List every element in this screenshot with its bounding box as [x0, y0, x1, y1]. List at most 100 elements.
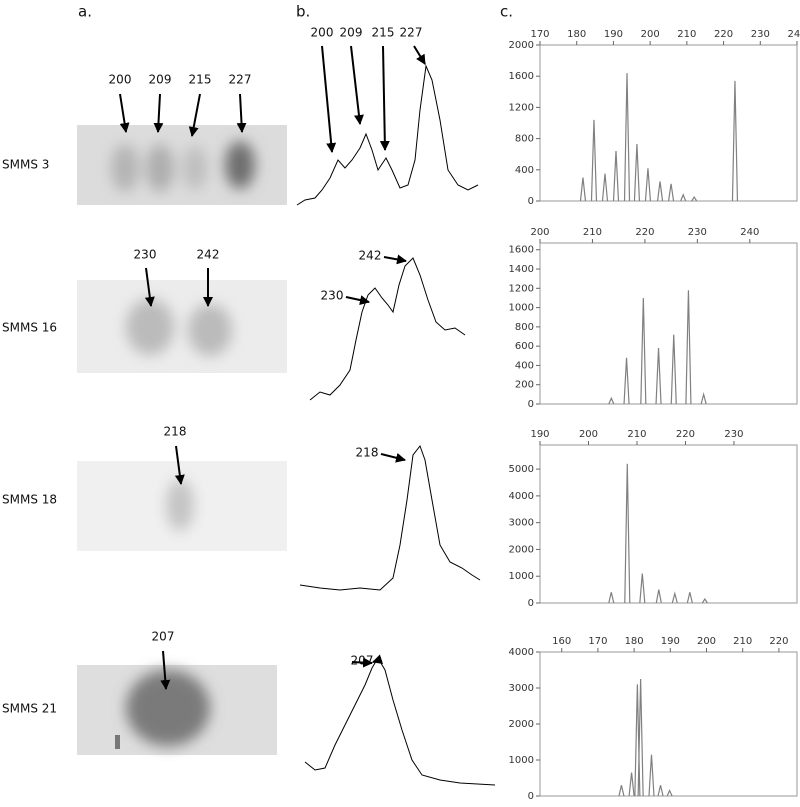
- peak: [579, 177, 587, 202]
- y-tick-label: 200: [515, 380, 534, 391]
- x-tick-label: 190: [604, 29, 623, 40]
- x-tick-label: 240: [787, 29, 800, 40]
- peak: [601, 173, 609, 202]
- y-tick-label: 2000: [509, 40, 534, 51]
- peak: [680, 193, 687, 202]
- x-tick-label: 180: [625, 636, 644, 647]
- x-tick-label: 200: [697, 636, 716, 647]
- y-tick-label: 800: [515, 134, 534, 145]
- peak: [657, 785, 664, 797]
- y-tick-label: 4000: [509, 491, 534, 502]
- peak-label: 209: [340, 26, 363, 40]
- x-tick-label: 160: [552, 636, 571, 647]
- x-tick-label: 220: [769, 636, 788, 647]
- x-tick-label: 210: [627, 429, 646, 440]
- y-tick-label: 2000: [509, 544, 534, 555]
- band-label: 200: [109, 73, 132, 87]
- peak-label: 200: [311, 26, 334, 40]
- gel-image: [77, 280, 287, 373]
- row-label: SMMS 3: [2, 158, 49, 172]
- peak-label: 215: [372, 26, 395, 40]
- peak-label: 227: [400, 26, 423, 40]
- x-tick-label: 200: [641, 29, 660, 40]
- peak: [656, 181, 664, 202]
- peak: [686, 592, 693, 604]
- x-tick-label: 220: [635, 227, 654, 238]
- peak: [608, 396, 615, 405]
- x-tick-label: 190: [661, 636, 680, 647]
- y-tick-label: 1000: [509, 755, 534, 766]
- y-tick-label: 3000: [509, 683, 534, 694]
- band-label: 215: [189, 73, 212, 87]
- peak: [612, 151, 620, 202]
- peak: [618, 785, 625, 797]
- peak: [701, 597, 708, 604]
- y-tick-label: 1000: [509, 571, 534, 582]
- trace: [299, 444, 481, 591]
- y-tick-label: 5000: [509, 464, 534, 475]
- y-tick-label: 1600: [509, 71, 534, 82]
- peak: [639, 573, 646, 604]
- peak: [628, 772, 635, 797]
- band-label: 227: [229, 73, 252, 87]
- x-tick-label: 180: [567, 29, 586, 40]
- panel-label: c.: [500, 3, 513, 21]
- y-tick-label: 800: [515, 322, 534, 333]
- y-tick-label: 1200: [509, 102, 534, 113]
- arrows: [119, 93, 247, 690]
- peak-label: 207: [351, 654, 374, 668]
- panel-label: b.: [296, 3, 310, 21]
- plot-frame: [539, 44, 798, 202]
- peak: [648, 754, 655, 797]
- y-tick-label: 0: [528, 196, 534, 207]
- y-tick-label: 1200: [509, 283, 534, 294]
- band-label: 218: [164, 425, 187, 439]
- peak: [685, 290, 692, 405]
- x-tick-label: 230: [688, 227, 707, 238]
- peak: [667, 183, 675, 202]
- y-tick-label: 0: [528, 598, 534, 609]
- peak: [671, 591, 678, 604]
- trace: [309, 257, 466, 401]
- x-tick-label: 230: [751, 29, 770, 40]
- trace: [296, 64, 479, 206]
- x-tick-label: 200: [579, 429, 598, 440]
- y-tick-label: 0: [528, 399, 534, 410]
- y-tick-label: 2000: [509, 719, 534, 730]
- plot-frame: [539, 651, 798, 797]
- trace: [304, 657, 496, 786]
- peak: [731, 80, 739, 202]
- row-label: SMMS 21: [2, 702, 57, 716]
- peak: [637, 678, 644, 797]
- y-tick-label: 1600: [509, 245, 534, 256]
- x-tick-label: 190: [530, 429, 549, 440]
- x-tick-label: 210: [677, 29, 696, 40]
- peak: [623, 73, 631, 202]
- peak: [691, 195, 698, 202]
- peak-label: 218: [356, 446, 379, 460]
- arrows: [321, 45, 426, 668]
- peak-label: 230: [321, 289, 344, 303]
- plot-frame: [539, 242, 798, 405]
- x-tick-label: 210: [733, 636, 752, 647]
- x-tick-label: 170: [588, 636, 607, 647]
- x-tick-label: 210: [583, 227, 602, 238]
- gel-image: [77, 125, 287, 205]
- x-tick-label: 220: [676, 429, 695, 440]
- peak: [623, 357, 630, 405]
- y-tick-label: 400: [515, 360, 534, 371]
- y-tick-label: 3000: [509, 518, 534, 529]
- peak: [670, 334, 677, 405]
- x-tick-label: 230: [724, 429, 743, 440]
- band-label: 207: [152, 630, 175, 644]
- band-label: 242: [197, 248, 220, 262]
- band-label: 230: [134, 248, 157, 262]
- y-tick-label: 600: [515, 341, 534, 352]
- plot-frame: [539, 444, 798, 604]
- x-tick-label: 200: [530, 227, 549, 238]
- x-tick-label: 170: [530, 29, 549, 40]
- row-label: SMMS 18: [2, 493, 57, 507]
- peak: [590, 119, 598, 202]
- gel-image: [77, 461, 287, 551]
